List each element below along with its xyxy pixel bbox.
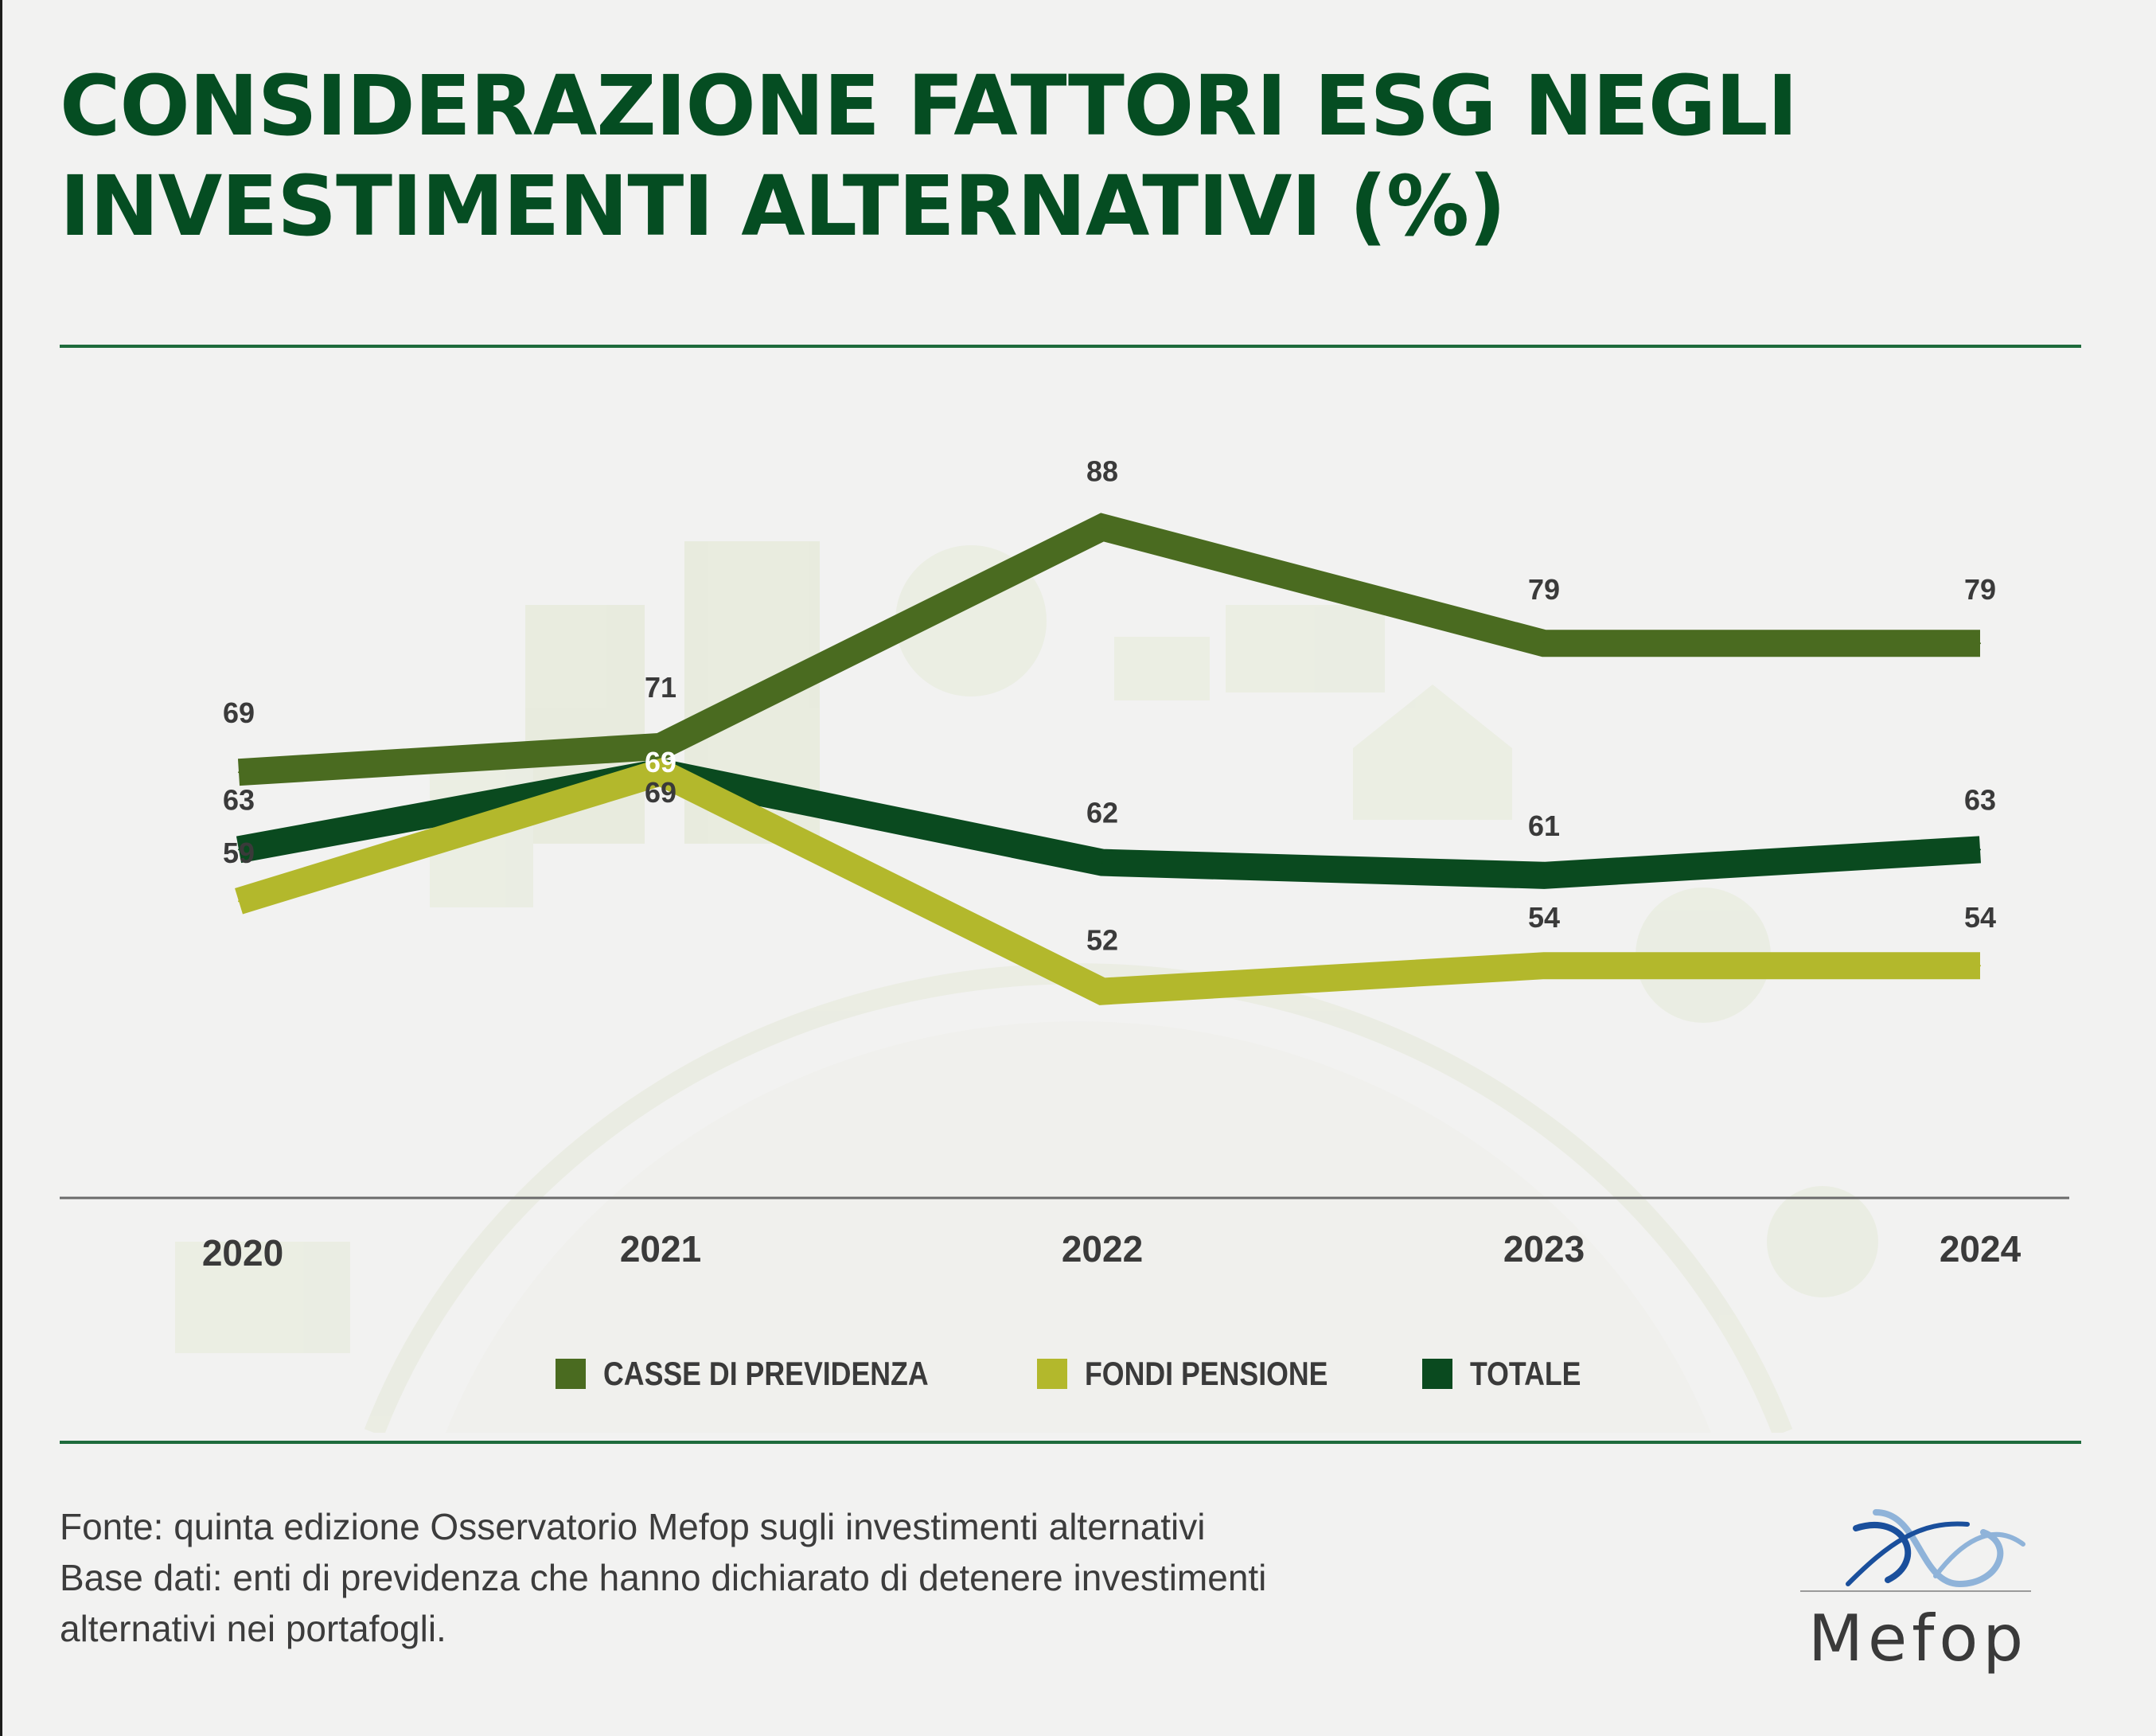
source-note: Fonte: quinta edizione Osservatorio Mefo… [60, 1501, 1452, 1654]
value-label-casse-2020: 69 [223, 696, 255, 729]
legend-item-totale: TOTALE [1421, 1355, 1600, 1393]
data-point-fondi-2023 [1543, 965, 1545, 967]
source-line-3: alternativi nei portafogli. [60, 1608, 446, 1649]
value-label-fondi-2021: 69 [645, 746, 676, 778]
value-label-fondi-2022: 52 [1086, 924, 1118, 957]
legend-label-totale: TOTALE [1469, 1355, 1581, 1392]
value-label-fondi-2020: 59 [223, 837, 255, 869]
data-point-casse-2020 [238, 771, 240, 774]
series-layer [235, 513, 1982, 1005]
value-label-totale-2022: 62 [1086, 797, 1118, 829]
x-tick-label-2024: 2024 [1940, 1228, 2021, 1270]
mefop-logo-icon [1846, 1509, 2025, 1588]
x-tick-labels: 2020 2021 2022 2023 2024 [202, 1228, 2021, 1274]
x-tick-label-2020: 2020 [202, 1232, 283, 1274]
data-point-totale-2023 [1543, 874, 1545, 876]
data-point-fondi-2022 [1101, 990, 1103, 993]
value-labels: 69 71 88 79 79 63 69 62 61 63 59 69 52 54 54 [223, 454, 1996, 956]
logo-divider [1800, 1590, 2031, 1592]
value-label-casse-2023: 79 [1528, 573, 1560, 606]
legend-swatch-fondi [1037, 1359, 1068, 1389]
data-point-fondi-2020 [238, 900, 240, 903]
value-label-fondi-2024: 54 [1964, 901, 1996, 934]
chart-title-line-2: INVESTIMENTI ALTERNATIVI (%) [60, 158, 1507, 255]
x-tick-label-2023: 2023 [1503, 1228, 1585, 1270]
data-point-totale-2022 [1101, 861, 1103, 864]
data-point-casse-2024 [1979, 642, 1981, 645]
series-line-casse [237, 513, 1980, 786]
data-point-casse-2022 [1101, 526, 1103, 529]
value-label-totale-2023: 61 [1528, 809, 1560, 842]
legend-label-casse: CASSE DI PREVIDENZA [603, 1355, 930, 1392]
value-label-totale-2021: 69 [645, 776, 676, 809]
background-illustration [175, 541, 1878, 1433]
value-label-totale-2020: 63 [223, 783, 255, 816]
data-point-totale-2024 [1979, 848, 1981, 851]
top-divider [60, 345, 2081, 348]
legend-item-casse: CASSE DI PREVIDENZA [556, 1355, 986, 1393]
mefop-logo-text: Mefop [1808, 1601, 2029, 1676]
value-label-fondi-2023: 54 [1528, 901, 1560, 934]
data-point-fondi-2024 [1979, 965, 1981, 967]
legend-swatch-totale [1421, 1359, 1452, 1389]
legend-item-fondi: FONDI PENSIONE [1037, 1355, 1370, 1393]
chart-title-line-1: CONSIDERAZIONE FATTORI ESG NEGLI [60, 57, 1798, 154]
source-line-1: Fonte: quinta edizione Osservatorio Mefo… [60, 1506, 1206, 1547]
value-label-casse-2021: 71 [645, 671, 676, 704]
data-point-casse-2023 [1543, 642, 1545, 645]
data-point-fondi-2021 [660, 771, 661, 774]
legend-swatch-casse [556, 1359, 587, 1389]
data-point-totale-2020 [238, 848, 240, 851]
value-label-casse-2022: 88 [1086, 454, 1118, 487]
chart-title: CONSIDERAZIONE FATTORI ESG NEGLI INVESTI… [60, 56, 2097, 256]
data-point-casse-2021 [660, 745, 661, 747]
legend-label-fondi: FONDI PENSIONE [1085, 1355, 1328, 1392]
source-line-2: Base dati: enti di previdenza che hanno … [60, 1557, 1267, 1598]
legend: CASSE DI PREVIDENZA FONDI PENSIONE TOTAL… [0, 1355, 2156, 1393]
x-tick-label-2021: 2021 [620, 1228, 701, 1270]
left-edge-line [0, 0, 2, 1736]
bottom-divider [60, 1441, 2081, 1444]
value-label-casse-2024: 79 [1964, 573, 1996, 606]
value-label-totale-2024: 63 [1964, 783, 1996, 816]
x-tick-label-2022: 2022 [1062, 1228, 1143, 1270]
